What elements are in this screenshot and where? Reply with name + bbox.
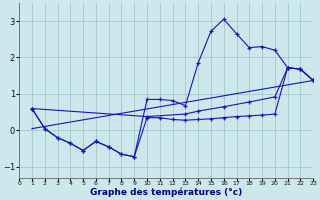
- X-axis label: Graphe des températures (°c): Graphe des températures (°c): [90, 188, 242, 197]
